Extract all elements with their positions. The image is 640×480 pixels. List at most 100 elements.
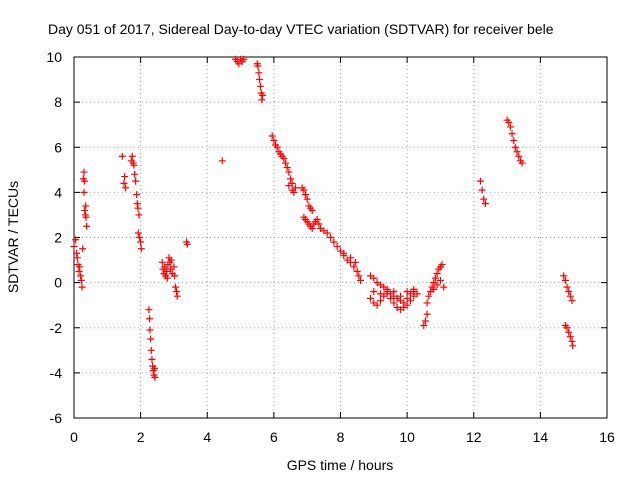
data-point: [257, 82, 265, 90]
data-point: [340, 249, 348, 257]
data-point: [167, 256, 175, 264]
data-point: [133, 191, 141, 199]
chart-title: Day 051 of 2017, Sidereal Day-to-day VTE…: [48, 21, 554, 37]
x-tick-label: 2: [137, 429, 145, 445]
data-point: [171, 272, 179, 280]
data-point: [121, 173, 129, 181]
data-point: [273, 143, 281, 151]
data-point: [376, 290, 384, 298]
data-point: [423, 310, 431, 318]
data-point: [240, 55, 248, 63]
data-point: [285, 168, 293, 176]
x-tick-label: 4: [203, 429, 211, 445]
data-point: [135, 211, 143, 219]
data-point: [383, 285, 391, 293]
data-point: [565, 288, 573, 296]
data-point: [333, 243, 341, 251]
tick-labels: 0 2 4 6 8 10 12 14 16 -6 -4 -2 0 2 4 6 8 10: [46, 49, 615, 445]
data-point: [370, 288, 378, 296]
data-point: [172, 283, 180, 291]
data-point: [134, 204, 142, 212]
data-point: [438, 261, 446, 269]
data-point: [370, 274, 378, 282]
data-point: [327, 234, 335, 241]
data-point: [218, 157, 226, 165]
data-point: [366, 294, 374, 302]
data-point: [173, 292, 181, 300]
data-point: [440, 283, 448, 291]
data-point: [480, 195, 488, 203]
data-point: [560, 272, 568, 280]
data-point: [569, 342, 577, 350]
data-point: [76, 263, 84, 271]
data-point: [118, 152, 126, 160]
data-point: [258, 96, 266, 104]
data-point: [308, 206, 316, 214]
data-point: [81, 177, 89, 185]
data-point: [282, 159, 290, 167]
data-point: [146, 326, 154, 334]
data-point: [173, 288, 181, 296]
data-point: [373, 301, 381, 309]
data-point: [136, 234, 144, 241]
x-tick-label: 10: [399, 429, 415, 445]
data-point: [323, 229, 331, 237]
grid-lines: [74, 57, 607, 418]
data-point: [308, 224, 316, 232]
data-point: [255, 69, 263, 77]
y-tick-label: 6: [54, 139, 62, 155]
data-point: [73, 254, 81, 262]
data-point: [510, 136, 518, 144]
data-point: [147, 346, 155, 354]
data-point: [72, 236, 80, 244]
data-point: [563, 283, 571, 291]
y-tick-label: -4: [50, 365, 63, 381]
data-point: [300, 186, 308, 194]
y-tick-label: 10: [46, 49, 62, 65]
data-point: [283, 164, 291, 172]
x-tick-label: 14: [533, 429, 549, 445]
data-point: [356, 276, 364, 284]
data-point: [170, 263, 178, 271]
data-point: [351, 258, 359, 266]
data-point: [134, 229, 142, 237]
data-point: [270, 136, 278, 144]
data-point: [73, 249, 81, 257]
data-point: [568, 337, 576, 345]
data-point: [77, 272, 85, 280]
data-point: [566, 292, 574, 300]
data-point: [390, 299, 398, 307]
data-point: [137, 238, 145, 246]
y-tick-label: 2: [54, 230, 62, 246]
data-point: [508, 130, 516, 138]
data-point: [303, 195, 311, 203]
data-point: [568, 297, 576, 305]
data-point: [81, 206, 89, 214]
data-point: [481, 200, 489, 208]
data-point: [80, 188, 88, 196]
data-point: [563, 324, 571, 332]
data-point: [268, 132, 276, 140]
data-point: [565, 328, 573, 336]
data-point: [346, 254, 354, 262]
data-point: [350, 263, 358, 271]
data-point: [131, 170, 139, 178]
data-point: [425, 292, 433, 300]
data-point: [254, 62, 262, 70]
y-tick-label: 4: [54, 184, 62, 200]
data-point: [147, 335, 155, 343]
plot-frame: [73, 56, 608, 419]
data-point: [476, 177, 484, 185]
data-point: [431, 274, 439, 282]
data-point: [145, 306, 153, 314]
data-point: [515, 152, 523, 160]
data-point: [355, 272, 363, 280]
data-point: [433, 270, 441, 278]
data-point: [376, 297, 384, 305]
data-points: [70, 55, 577, 381]
data-point: [566, 333, 574, 341]
data-point: [292, 184, 300, 192]
data-point: [478, 186, 486, 194]
data-point: [421, 317, 429, 325]
data-point: [133, 200, 141, 208]
